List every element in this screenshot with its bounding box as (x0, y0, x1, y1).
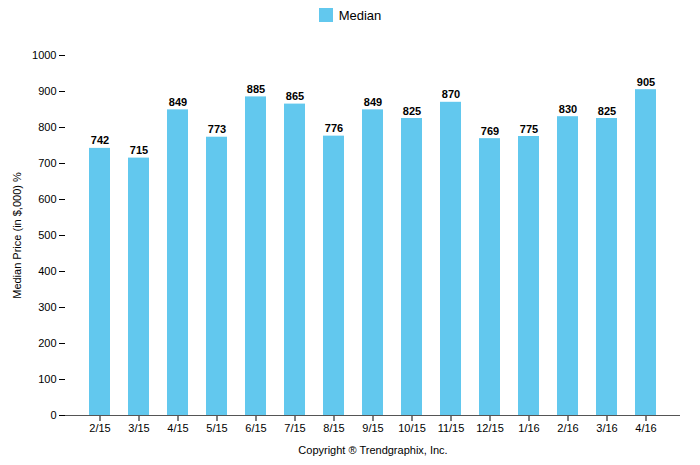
svg-text:865: 865 (286, 90, 304, 102)
svg-text:2/16: 2/16 (557, 422, 578, 434)
svg-text:769: 769 (481, 125, 499, 137)
svg-text:7/15: 7/15 (284, 422, 305, 434)
svg-text:870: 870 (442, 88, 460, 100)
svg-text:1/16: 1/16 (518, 422, 539, 434)
svg-text:300: 300 (38, 301, 56, 313)
svg-text:200: 200 (38, 337, 56, 349)
svg-text:825: 825 (598, 105, 616, 117)
svg-text:800: 800 (38, 121, 56, 133)
svg-text:5/15: 5/15 (206, 422, 227, 434)
svg-text:Copyright ® Trendgraphix, Inc.: Copyright ® Trendgraphix, Inc. (298, 444, 447, 456)
svg-text:905: 905 (637, 76, 655, 88)
svg-text:830: 830 (559, 103, 577, 115)
svg-text:2/15: 2/15 (89, 422, 110, 434)
svg-text:776: 776 (325, 122, 343, 134)
svg-text:775: 775 (520, 123, 538, 135)
svg-text:900: 900 (38, 85, 56, 97)
svg-text:8/15: 8/15 (323, 422, 344, 434)
svg-text:Median Price (in $,000) %: Median Price (in $,000) % (11, 172, 23, 299)
svg-text:11/15: 11/15 (438, 422, 465, 434)
svg-text:700: 700 (38, 157, 56, 169)
svg-text:6/15: 6/15 (245, 422, 266, 434)
svg-text:10/15: 10/15 (398, 422, 426, 434)
svg-text:825: 825 (403, 105, 421, 117)
svg-text:400: 400 (38, 265, 56, 277)
svg-text:12/15: 12/15 (476, 422, 504, 434)
svg-text:742: 742 (91, 134, 109, 146)
svg-text:100: 100 (38, 373, 56, 385)
svg-text:500: 500 (38, 229, 56, 241)
svg-text:600: 600 (38, 193, 56, 205)
svg-text:3/15: 3/15 (128, 422, 149, 434)
svg-text:849: 849 (364, 96, 382, 108)
svg-text:715: 715 (130, 144, 148, 156)
svg-text:4/16: 4/16 (635, 422, 656, 434)
svg-text:4/15: 4/15 (167, 422, 188, 434)
svg-text:1000: 1000 (32, 49, 56, 61)
svg-text:9/15: 9/15 (362, 422, 383, 434)
html-text:Median: Median (338, 7, 382, 23)
svg-text:849: 849 (169, 96, 187, 108)
svg-text:773: 773 (208, 123, 226, 135)
svg-text:0: 0 (50, 409, 56, 421)
svg-text:3/16: 3/16 (596, 422, 617, 434)
svg-text:885: 885 (247, 83, 265, 95)
